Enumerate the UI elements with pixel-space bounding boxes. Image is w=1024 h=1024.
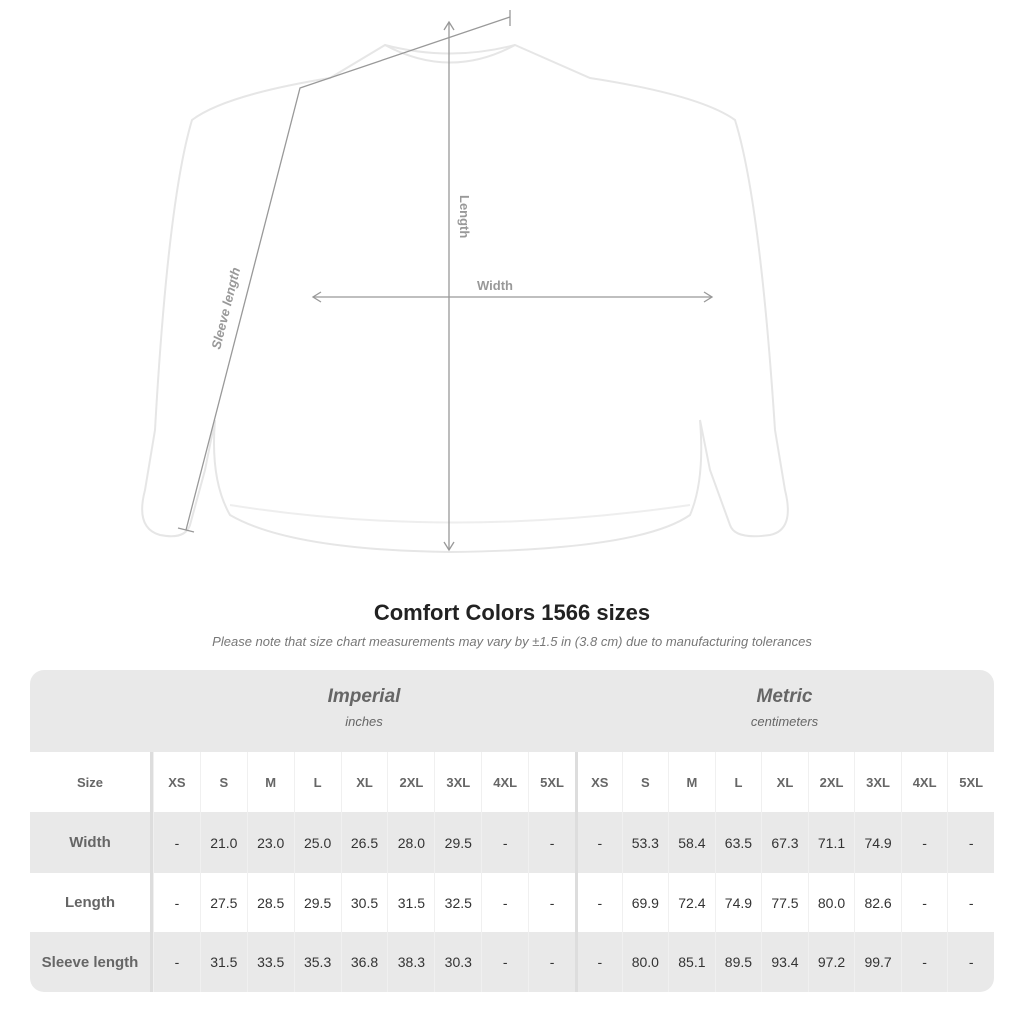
table-cell: 36.8: [340, 932, 388, 992]
table-cell: -: [947, 932, 994, 992]
size-header-cell: 2XL: [387, 752, 434, 812]
size-header-row: Size XS S M L XL 2XL 3XL 4XL 5XL XS S M L XL 2XL 3XL 4XL 5…: [30, 752, 994, 812]
table-cell: 25.0: [293, 812, 341, 873]
table-cell: -: [900, 873, 948, 932]
sleeve-measure-line: [185, 16, 511, 531]
table-cell: 30.3: [434, 932, 481, 992]
table-cell: -: [947, 873, 994, 932]
size-header-cell: 3XL: [434, 752, 481, 812]
table-cell: 58.4: [668, 812, 715, 873]
table-cell: -: [528, 812, 575, 873]
table-cell: 99.7: [854, 932, 901, 992]
table-cell: 29.5: [434, 812, 481, 873]
table-cell: -: [481, 932, 528, 992]
size-header-cell: XS: [153, 752, 200, 812]
table-cell: -: [528, 932, 575, 992]
table-cell: -: [528, 873, 575, 932]
table-cell: -: [575, 873, 622, 932]
table-cell: 85.1: [668, 932, 715, 992]
table-row: Length -27.5 28.5 29.5 30.5 31.5 32.5- - -69.9 72…: [30, 873, 994, 932]
size-header-cell: S: [199, 752, 247, 812]
imperial-header: Imperial inches: [153, 686, 575, 729]
sweatshirt-diagram: Sleeve length Length Width: [141, 10, 789, 554]
metric-label: Metric: [756, 686, 813, 707]
table-cell: 32.5: [434, 873, 481, 932]
table-cell: 31.5: [199, 932, 247, 992]
table-cell: 53.3: [621, 812, 669, 873]
size-header-cell: 3XL: [854, 752, 901, 812]
table-cell: 74.9: [714, 873, 762, 932]
table-cell: -: [481, 873, 528, 932]
table-cell: 38.3: [387, 932, 434, 992]
table-cell: 31.5: [387, 873, 434, 932]
table-cell: 69.9: [621, 873, 669, 932]
table-cell: 77.5: [761, 873, 808, 932]
table-cell: 21.0: [199, 812, 247, 873]
imperial-label: Imperial: [327, 686, 401, 707]
table-cell: -: [153, 812, 200, 873]
table-cell: 33.5: [246, 932, 294, 992]
table-cell: 82.6: [854, 873, 901, 932]
size-header-cell: XS: [575, 752, 622, 812]
row-label: Size: [30, 752, 153, 812]
table-cell: 93.4: [761, 932, 808, 992]
table-cell: -: [481, 812, 528, 873]
row-label: Width: [30, 812, 153, 873]
size-header-cell: M: [246, 752, 294, 812]
table-cell: 80.0: [621, 932, 669, 992]
width-label: Width: [477, 278, 513, 293]
length-label: Length: [457, 195, 472, 238]
size-header-cell: L: [293, 752, 341, 812]
table-cell: -: [153, 932, 200, 992]
table-cell: -: [575, 812, 622, 873]
size-header-cell: XL: [340, 752, 388, 812]
table-cell: -: [153, 873, 200, 932]
table-cell: -: [947, 812, 994, 873]
table-cell: 23.0: [246, 812, 294, 873]
table-cell: 89.5: [714, 932, 762, 992]
table-cell: 74.9: [854, 812, 901, 873]
table-cell: -: [575, 932, 622, 992]
metric-header: Metric centimeters: [575, 686, 994, 729]
table-cell: 67.3: [761, 812, 808, 873]
table-cell: 30.5: [340, 873, 388, 932]
tolerance-note: Please note that size chart measurements…: [212, 634, 812, 649]
table-cell: 27.5: [199, 873, 247, 932]
size-header-cell: 4XL: [481, 752, 528, 812]
table-cell: 63.5: [714, 812, 762, 873]
size-table: Imperial inches Metric centimeters Size X…: [30, 670, 994, 992]
table-cell: -: [900, 932, 948, 992]
table-cell: 28.5: [246, 873, 294, 932]
size-header-cell: S: [621, 752, 669, 812]
table-cell: 97.2: [807, 932, 855, 992]
table-cell: -: [900, 812, 948, 873]
sweatshirt-image: [141, 43, 789, 554]
size-header-cell: 4XL: [900, 752, 948, 812]
table-cell: 29.5: [293, 873, 341, 932]
table-row: Width -21.0 23.0 25.0 26.5 28.0 29.5- - -53.3 58.…: [30, 812, 994, 873]
table-cell: 26.5: [340, 812, 388, 873]
table-cell: 72.4: [668, 873, 715, 932]
table-cell: 28.0: [387, 812, 434, 873]
size-header-cell: L: [714, 752, 762, 812]
row-label: Length: [30, 873, 153, 932]
table-cell: 35.3: [293, 932, 341, 992]
imperial-unit: inches: [345, 714, 383, 729]
metric-unit: centimeters: [750, 714, 819, 729]
unit-header: Imperial inches Metric centimeters: [30, 670, 994, 752]
table-cell: 80.0: [807, 873, 855, 932]
size-header-cell: 2XL: [807, 752, 855, 812]
size-header-cell: XL: [761, 752, 808, 812]
size-header-cell: M: [668, 752, 715, 812]
size-header-cell: 5XL: [528, 752, 575, 812]
size-header-cell: 5XL: [947, 752, 994, 812]
table-cell: 71.1: [807, 812, 855, 873]
table-row: Sleeve length -31.5 33.5 35.3 36.8 38.3 30.3- -…: [30, 932, 994, 992]
chart-title: Comfort Colors 1566 sizes: [373, 600, 651, 625]
row-label: Sleeve length: [30, 932, 153, 992]
